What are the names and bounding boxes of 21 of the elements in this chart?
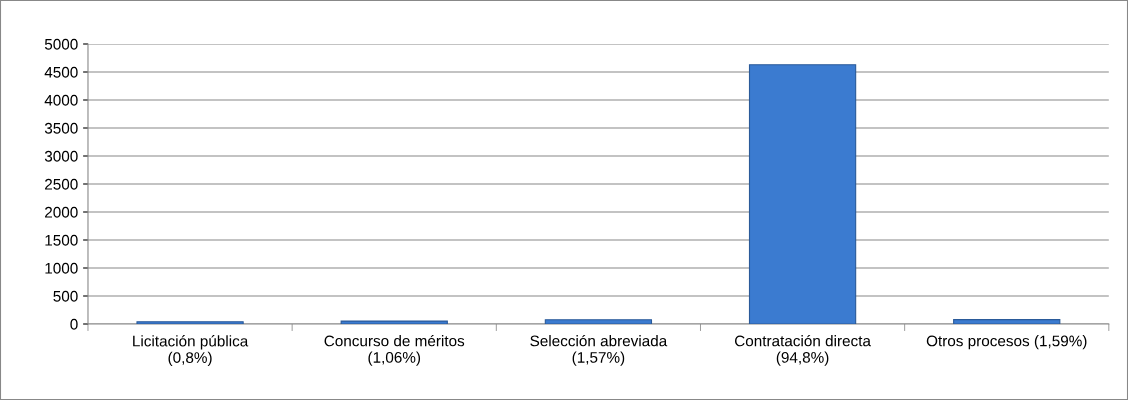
x-tick-label: Licitación pública (0,8%) bbox=[133, 335, 249, 366]
bar bbox=[544, 319, 653, 324]
y-tick-label: 4500 bbox=[44, 66, 78, 78]
bar bbox=[953, 319, 1061, 324]
y-tick-label: 500 bbox=[53, 290, 78, 302]
x-tick-label: Concurso de méritos (1,06%) bbox=[324, 334, 465, 366]
y-tick-label: 0 bbox=[70, 318, 78, 330]
x-tick-label: Otros procesos (1,59%) bbox=[926, 335, 1087, 350]
y-tick-label: 5000 bbox=[44, 38, 78, 50]
y-tick-label: 4000 bbox=[44, 94, 78, 106]
x-tick-label: Contratación directa (94,8%) bbox=[734, 334, 871, 366]
bar bbox=[136, 321, 244, 324]
bar bbox=[748, 64, 857, 324]
y-tick-label: 3500 bbox=[44, 122, 78, 134]
y-tick-label: 2500 bbox=[45, 178, 78, 190]
bar bbox=[340, 320, 448, 324]
y-tick-label: 1000 bbox=[45, 262, 78, 274]
y-tick-label: 1500 bbox=[45, 234, 78, 246]
y-tick-label: 2000 bbox=[45, 206, 78, 218]
y-tick-label: 3000 bbox=[44, 150, 78, 162]
x-tick-label: Selección abreviada (1,57%) bbox=[530, 334, 668, 366]
